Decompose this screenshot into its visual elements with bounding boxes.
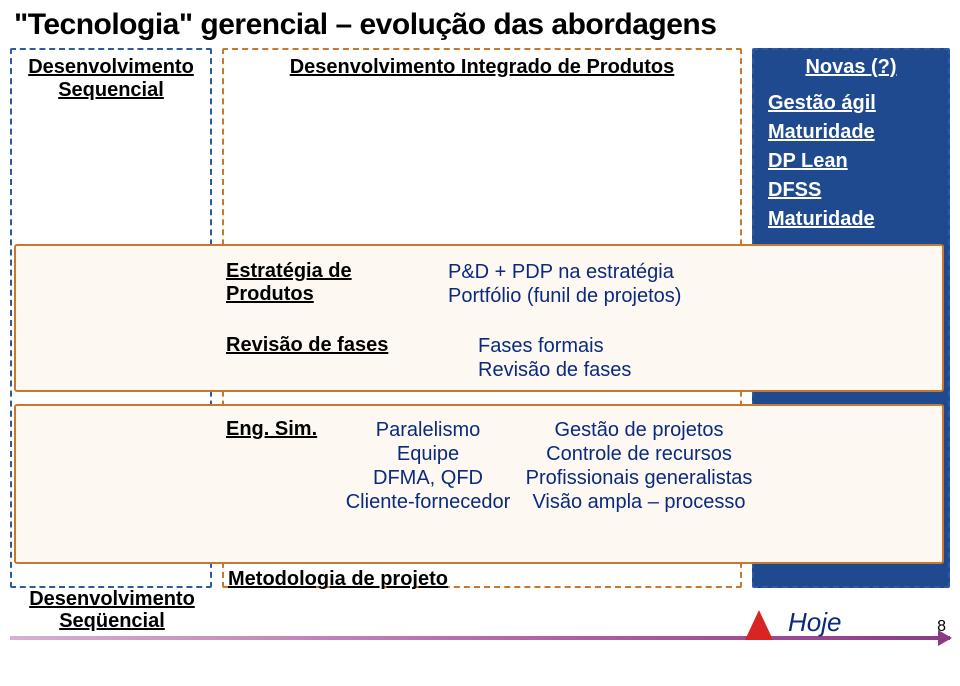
row1-r2a: Fases formais — [478, 334, 631, 358]
row1-text-block1: P&D + PDP na estratégia Portfólio (funil… — [448, 260, 681, 308]
novas-item-1: Maturidade — [768, 118, 940, 147]
col-left-h1: Desenvolvimento — [28, 56, 194, 78]
row2-col2: Gestão de projetos Controle de recursos … — [516, 418, 762, 514]
col-right-header: Novas (?) — [754, 50, 948, 79]
row2-c2b: Controle de recursos — [516, 442, 762, 466]
timeline-area: Desenvolvimento Seqüencial Hoje 8 — [0, 602, 960, 644]
row1-l1: Estratégia de — [226, 260, 352, 282]
col-mid-header: Desenvolvimento Integrado de Produtos — [224, 50, 740, 79]
dev-seq-bottom: Desenvolvimento Seqüencial — [12, 588, 212, 632]
novas-list: Gestão ágil Maturidade DP Lean DFSS Matu… — [754, 79, 948, 234]
row1-text-block2: Fases formais Revisão de fases — [478, 334, 631, 382]
col-left-h2: Sequencial — [58, 79, 164, 101]
novas-item-2: DP Lean — [768, 147, 940, 176]
dev-seq-b2: Seqüencial — [59, 610, 165, 632]
hoje-label: Hoje — [788, 607, 841, 638]
row2-c1a: Paralelismo — [338, 418, 518, 442]
row2-eng-sim: Eng. Sim. — [226, 418, 317, 441]
row2-c2a: Gestão de projetos — [516, 418, 762, 442]
row2-c1c: DFMA, QFD — [338, 466, 518, 490]
col-left-header: Desenvolvimento Sequencial — [12, 50, 210, 102]
row-methods: Eng. Sim. Paralelismo Equipe DFMA, QFD C… — [14, 404, 944, 564]
row1-label-estrategia: Estratégia de Produtos — [226, 260, 352, 306]
novas-item-4: Maturidade — [768, 205, 940, 234]
page-number: 8 — [937, 618, 946, 636]
row2-col1: Paralelismo Equipe DFMA, QFD Cliente-for… — [338, 418, 518, 514]
novas-item-0: Gestão ágil — [768, 89, 940, 118]
row2-c1b: Equipe — [338, 442, 518, 466]
row1-label-revisao: Revisão de fases — [226, 334, 388, 357]
novas-item-3: DFSS — [768, 176, 940, 205]
diagram-area: Desenvolvimento Sequencial Desenvolvimen… — [0, 48, 960, 644]
row1-r2b: Revisão de fases — [478, 358, 631, 382]
metodologia-label: Metodologia de projeto — [228, 568, 448, 591]
row2-c1d: Cliente-fornecedor — [338, 490, 518, 514]
row1-r1a: P&D + PDP na estratégia — [448, 260, 681, 284]
hoje-marker-icon — [745, 610, 773, 640]
row1-l2: Produtos — [226, 283, 314, 305]
row-strategy: Estratégia de Produtos Revisão de fases … — [14, 244, 944, 392]
row1-r1b: Portfólio (funil de projetos) — [448, 284, 681, 308]
row2-c2d: Visão ampla – processo — [516, 490, 762, 514]
dev-seq-b1: Desenvolvimento — [29, 588, 195, 610]
page-title: "Tecnologia" gerencial – evolução das ab… — [0, 0, 960, 48]
row2-c2c: Profissionais generalistas — [516, 466, 762, 490]
